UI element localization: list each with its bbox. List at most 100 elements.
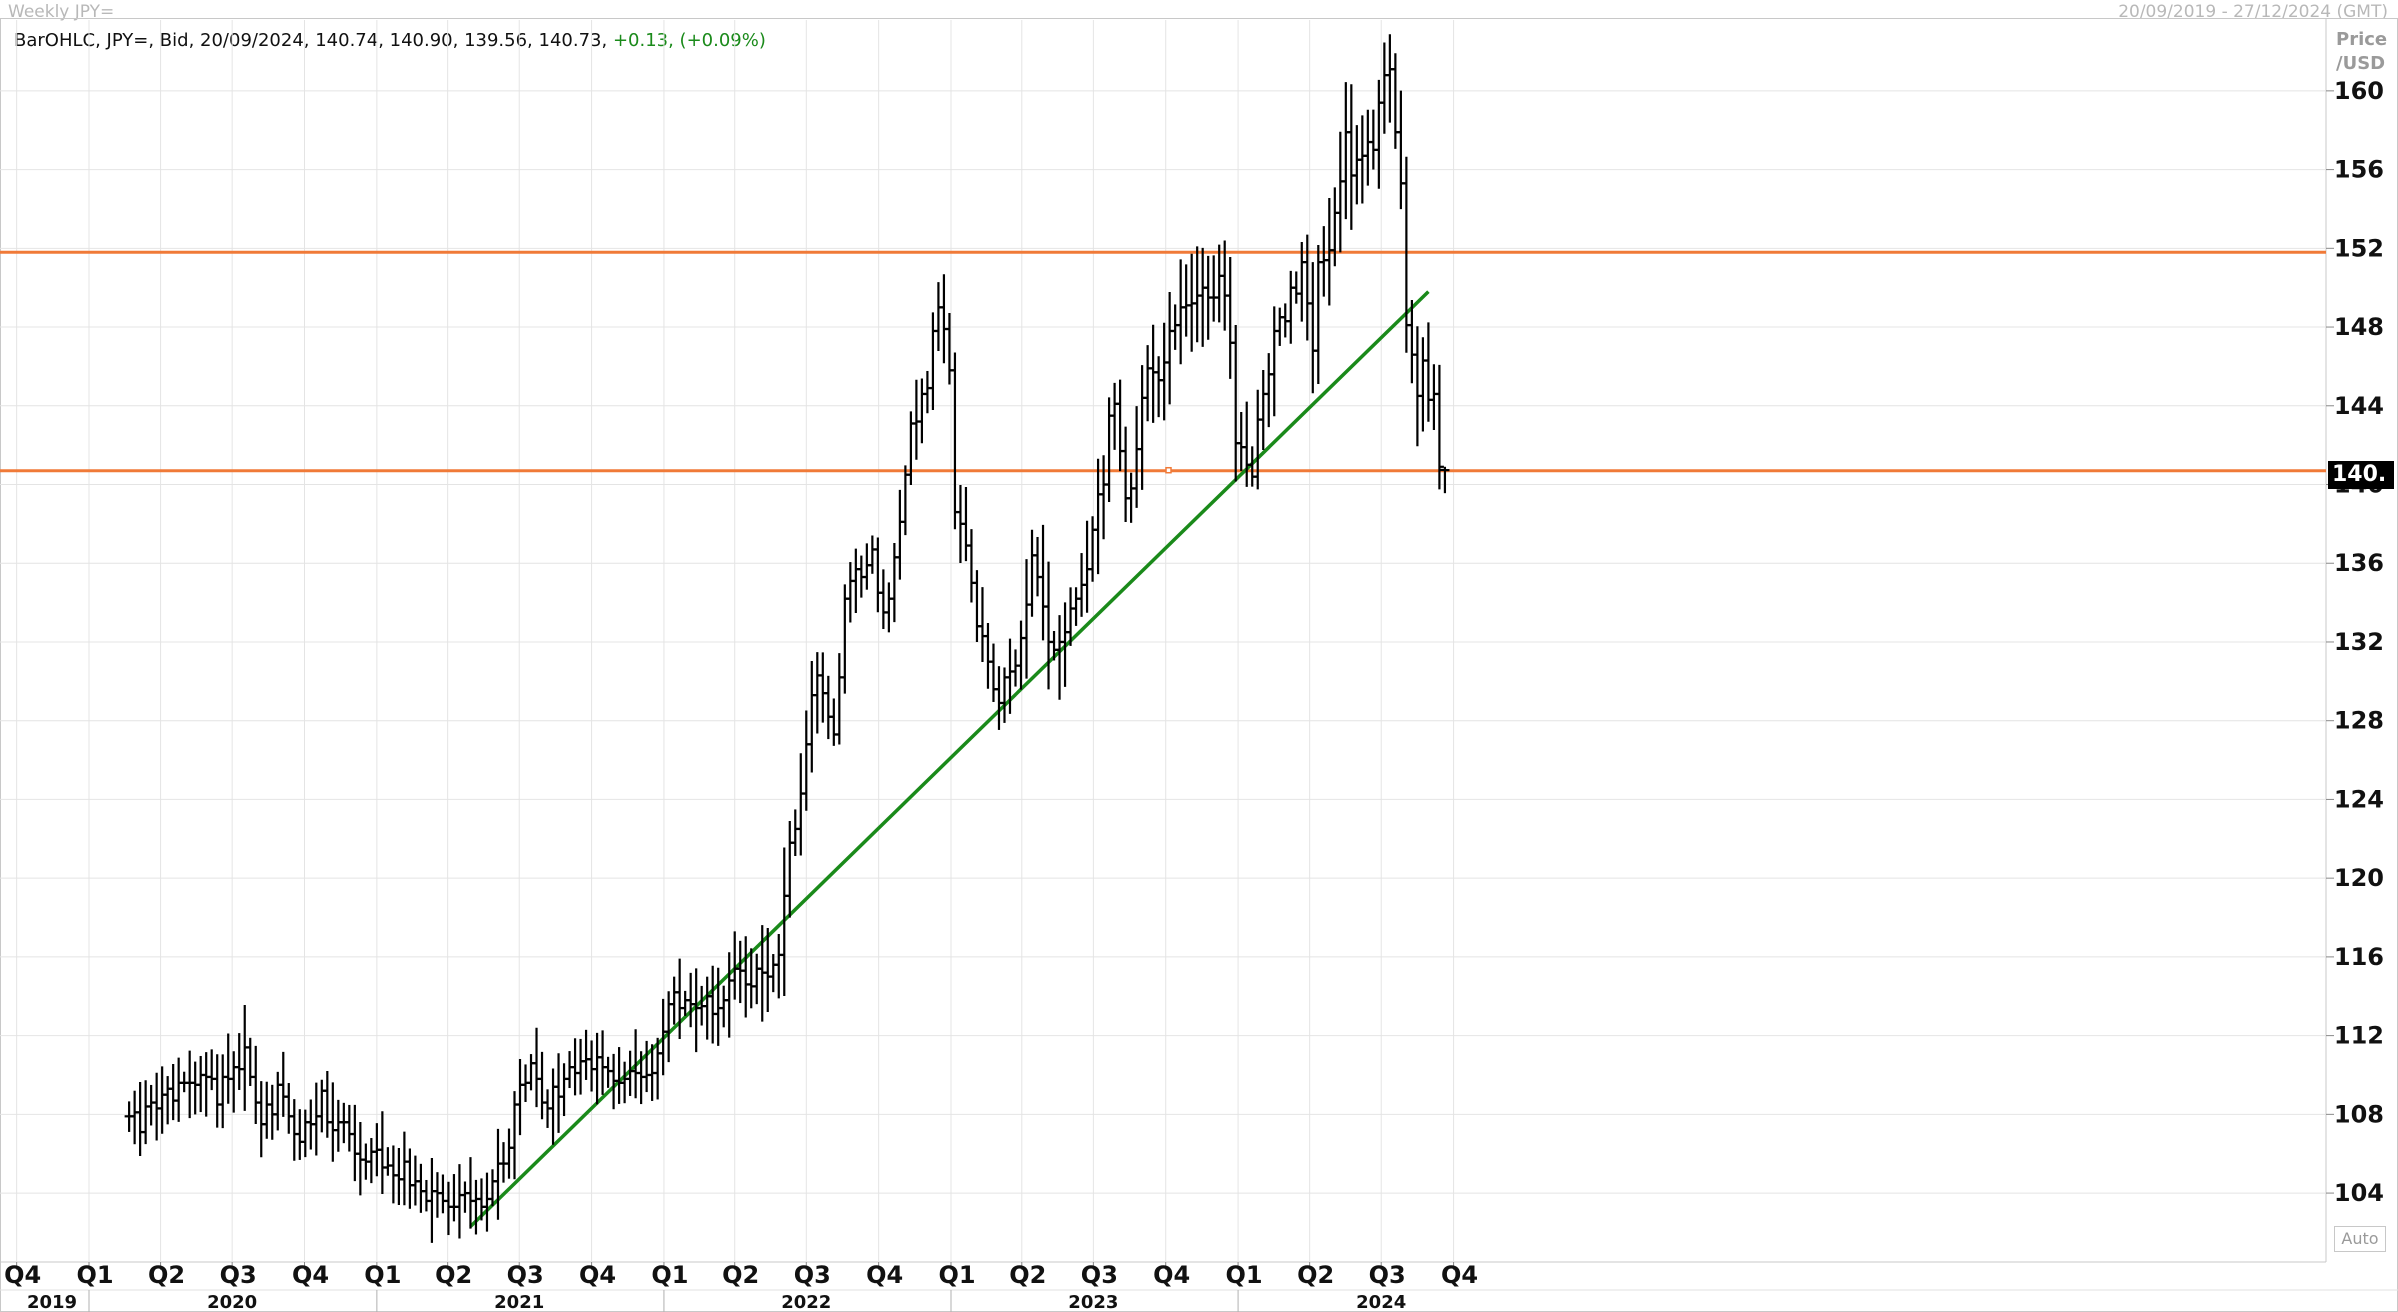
ohlc-readout: BarOHLC, JPY=, Bid, 20/09/2024, 140.74, …	[14, 30, 766, 51]
ohlc-bar	[168, 1063, 178, 1121]
x-tick-label: Q2	[1297, 1261, 1334, 1289]
ohlc-bar	[1110, 382, 1120, 450]
ohlc-bar	[515, 1059, 525, 1136]
resistance-lines	[0, 250, 2326, 474]
ohlc-bar	[796, 753, 806, 856]
ohlc-bar	[245, 1037, 255, 1086]
chart-title: Weekly JPY=	[8, 2, 115, 22]
y-tick-label: 148	[2334, 313, 2384, 341]
y-tick-label: 128	[2334, 707, 2384, 735]
ohlc-bar	[559, 1063, 569, 1117]
x-tick-label: Q4	[579, 1261, 616, 1289]
x-tick-label: Q3	[794, 1261, 831, 1289]
ohlc-bar	[454, 1164, 464, 1239]
x-tick-label: Q1	[1226, 1261, 1263, 1289]
y-tick-label: 160	[2334, 77, 2384, 105]
ohlc-bar	[790, 809, 800, 857]
x-tick-label: Q1	[651, 1261, 688, 1289]
ohlc-bar	[1115, 379, 1125, 472]
ohlc-bar	[807, 661, 817, 773]
x-tick-label: Q4	[292, 1261, 329, 1289]
ohlc-bar	[163, 1076, 173, 1125]
y-tick-label: 136	[2334, 549, 2384, 577]
ohlc-bar	[1209, 255, 1219, 322]
ohlc-bar	[267, 1084, 277, 1140]
ohlc-bar	[438, 1174, 448, 1214]
x-tick-label: Q1	[76, 1261, 113, 1289]
ohlc-bar	[1027, 529, 1037, 617]
ohlc-bar	[620, 1061, 630, 1104]
ohlc-bar	[443, 1181, 453, 1236]
ohlc-bar	[300, 1109, 310, 1158]
x-tick-label: Q2	[722, 1261, 759, 1289]
x-tick-label: Q2	[148, 1261, 185, 1289]
ohlc-bar	[889, 543, 899, 623]
ohlc-bar	[614, 1047, 624, 1104]
x-axis: Q4 Q1 Q2 Q3 Q4 Q1 Q2 Q3 Q4 Q1 Q2 Q3 Q4 Q1 Q2 Q3 Q4 Q1 Q2 Q3…	[4, 1261, 1478, 1312]
ohlc-bar	[576, 1038, 586, 1095]
ohlc-bar	[1104, 397, 1114, 502]
ohlc-bar	[399, 1131, 409, 1206]
ohlc-bar	[735, 940, 745, 1004]
ohlc-bar	[366, 1138, 376, 1184]
ohlc-bar	[537, 1051, 547, 1120]
y-tick-label: 156	[2334, 156, 2384, 184]
y-tick-label: 116	[2334, 943, 2384, 971]
ohlc-bar	[895, 489, 905, 580]
ohlc-bar	[862, 543, 872, 590]
ohlc-bar	[950, 352, 960, 530]
ohlc-bar	[130, 1090, 140, 1145]
current-price-tag: 140.	[2328, 461, 2394, 489]
auto-scale-button[interactable]: Auto	[2334, 1226, 2386, 1252]
ohlc-bar	[1412, 326, 1422, 447]
ohlc-bar	[977, 587, 987, 663]
ohlc-bar	[218, 1054, 228, 1129]
price-axis-unit: Price /USD	[2336, 28, 2387, 76]
ohlc-bar	[333, 1099, 343, 1152]
ohlc-bar	[1418, 337, 1428, 432]
ohlc-bar	[1154, 356, 1164, 418]
ohlc-bar	[598, 1030, 608, 1095]
ohlc-bar	[845, 562, 855, 623]
ohlc-bar	[1165, 292, 1175, 405]
ohlc-bar	[493, 1128, 503, 1220]
ohlc-bar	[377, 1111, 387, 1194]
ohlc-bar	[311, 1082, 321, 1156]
ohlc-bar	[1374, 79, 1384, 189]
ohlc-bar	[873, 537, 883, 613]
y-tick-label: 144	[2334, 392, 2384, 420]
ohlc-bar	[1363, 109, 1373, 186]
year-label: 2022	[781, 1292, 831, 1312]
x-tick-label: Q4	[1153, 1261, 1190, 1289]
ohlc-bar	[278, 1051, 288, 1117]
ohlc-bar	[526, 1054, 536, 1091]
ohlc-bar	[328, 1082, 338, 1162]
ohlc-bar	[201, 1052, 211, 1117]
ohlc-bars	[124, 34, 1450, 1243]
ohlc-bar	[498, 1142, 508, 1183]
ohlc-bar	[966, 529, 976, 603]
ohlc-bar	[801, 710, 811, 811]
ohlc-bar	[1225, 257, 1235, 379]
ohlc-values: BarOHLC, JPY=, Bid, 20/09/2024, 140.74, …	[14, 30, 608, 51]
ohlc-bar	[174, 1057, 184, 1122]
ohlc-bar	[460, 1181, 470, 1213]
ohlc-bar	[823, 675, 833, 740]
x-tick-label: Q3	[1081, 1261, 1118, 1289]
ohlc-bar	[1297, 242, 1307, 322]
y-tick-label: 112	[2334, 1022, 2384, 1050]
line-anchor-marker	[1165, 466, 1172, 474]
ohlc-bar	[669, 976, 679, 1025]
ohlc-bar	[1253, 389, 1263, 490]
ohlc-bar	[1357, 115, 1367, 204]
ohlc-bar	[1181, 264, 1191, 337]
ohlc-bar	[988, 643, 998, 702]
ohlc-bar	[152, 1072, 162, 1141]
date-range: 20/09/2019 - 27/12/2024 (GMT)	[2118, 2, 2388, 22]
year-label: 2024	[1356, 1292, 1406, 1312]
ohlc-bar	[768, 954, 778, 993]
ohlc-bar	[383, 1147, 393, 1176]
ohlc-bar	[141, 1080, 151, 1145]
ohlc-bar	[741, 936, 751, 1018]
